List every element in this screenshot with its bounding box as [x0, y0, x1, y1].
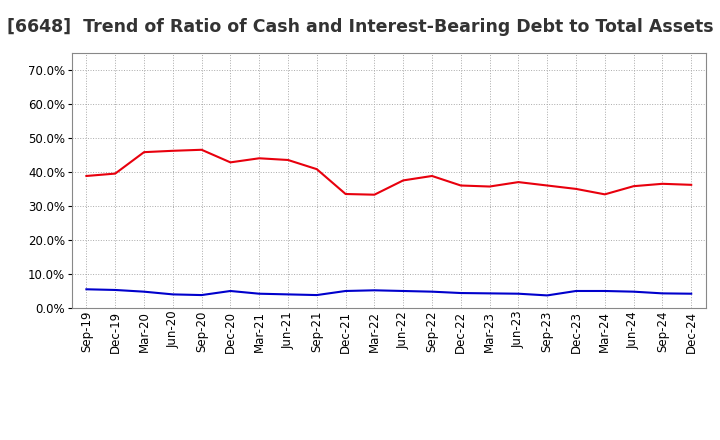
Interest-Bearing Debt: [370, 288, 379, 293]
Cash: [658, 181, 667, 187]
Cash: [399, 178, 408, 183]
Cash: [543, 183, 552, 188]
Interest-Bearing Debt: [399, 288, 408, 293]
Interest-Bearing Debt: [341, 288, 350, 293]
Cash: [341, 191, 350, 197]
Cash: [226, 160, 235, 165]
Text: [6648]  Trend of Ratio of Cash and Interest-Bearing Debt to Total Assets: [6648] Trend of Ratio of Cash and Intere…: [6, 18, 714, 36]
Cash: [514, 180, 523, 185]
Cash: [456, 183, 465, 188]
Cash: [255, 156, 264, 161]
Interest-Bearing Debt: [168, 292, 177, 297]
Interest-Bearing Debt: [226, 288, 235, 293]
Interest-Bearing Debt: [140, 289, 148, 294]
Interest-Bearing Debt: [428, 289, 436, 294]
Cash: [485, 184, 494, 189]
Interest-Bearing Debt: [514, 291, 523, 297]
Interest-Bearing Debt: [572, 288, 580, 293]
Line: Interest-Bearing Debt: Interest-Bearing Debt: [86, 289, 691, 295]
Interest-Bearing Debt: [629, 289, 638, 294]
Cash: [168, 148, 177, 154]
Interest-Bearing Debt: [255, 291, 264, 297]
Line: Cash: Cash: [86, 150, 691, 194]
Cash: [284, 158, 292, 163]
Cash: [572, 186, 580, 191]
Interest-Bearing Debt: [600, 288, 609, 293]
Interest-Bearing Debt: [197, 293, 206, 298]
Interest-Bearing Debt: [312, 293, 321, 298]
Interest-Bearing Debt: [485, 291, 494, 296]
Interest-Bearing Debt: [284, 292, 292, 297]
Cash: [111, 171, 120, 176]
Interest-Bearing Debt: [658, 291, 667, 296]
Interest-Bearing Debt: [82, 286, 91, 292]
Cash: [687, 182, 696, 187]
Cash: [197, 147, 206, 152]
Cash: [428, 173, 436, 179]
Cash: [312, 166, 321, 172]
Interest-Bearing Debt: [456, 290, 465, 296]
Interest-Bearing Debt: [111, 287, 120, 293]
Interest-Bearing Debt: [543, 293, 552, 298]
Interest-Bearing Debt: [687, 291, 696, 297]
Cash: [370, 192, 379, 197]
Cash: [82, 173, 91, 179]
Cash: [600, 192, 609, 197]
Cash: [140, 150, 148, 155]
Cash: [629, 183, 638, 189]
